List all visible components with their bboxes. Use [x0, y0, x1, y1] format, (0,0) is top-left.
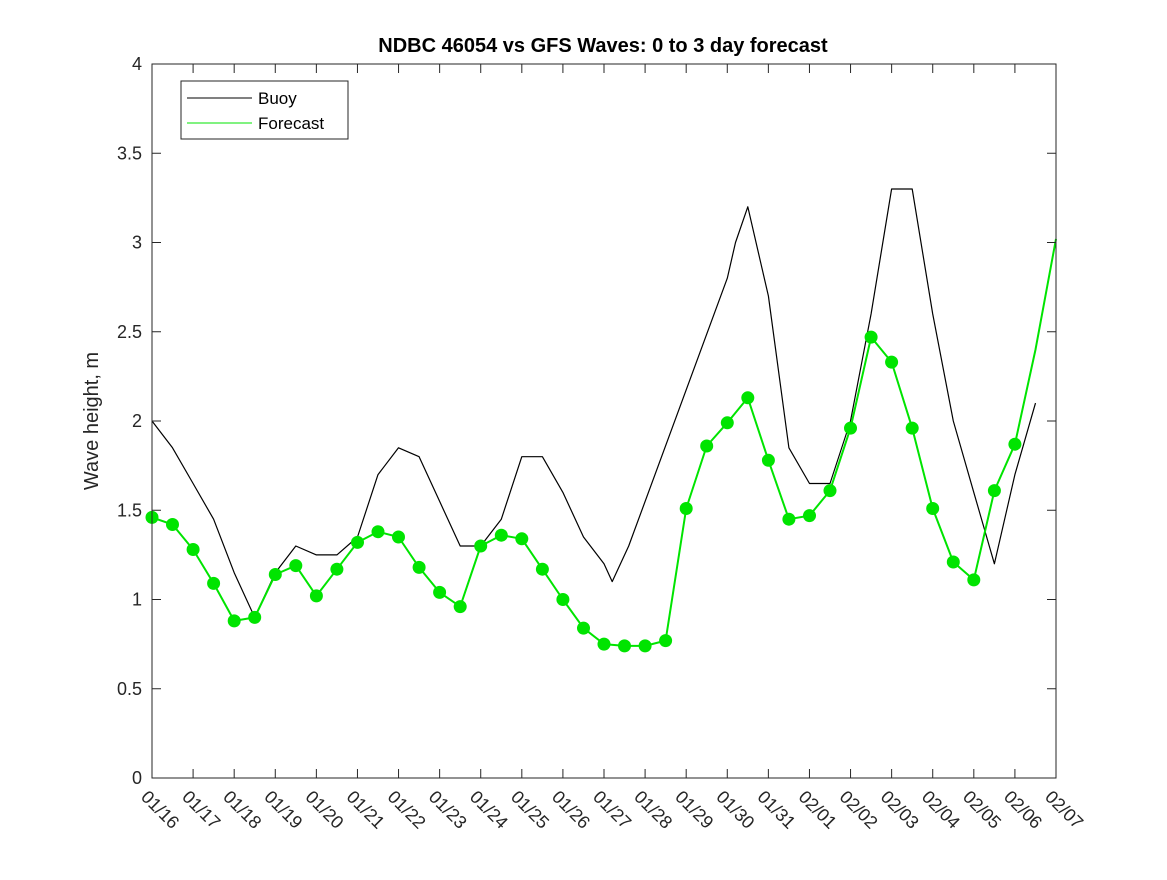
forecast-point	[864, 330, 878, 344]
forecast-point	[556, 593, 570, 606]
series-line-buoy	[151, 188, 1037, 619]
forecast-point	[946, 555, 960, 569]
forecast-point	[720, 416, 734, 430]
forecast-point	[618, 639, 631, 653]
forecast-point	[474, 539, 488, 553]
forecast-point	[227, 614, 241, 628]
forecast-point	[1008, 437, 1022, 451]
forecast-point	[433, 585, 447, 599]
y-tick-label: 0	[132, 768, 142, 788]
y-axis-label: Wave height, m	[81, 352, 103, 490]
forecast-point	[371, 525, 385, 539]
y-tick-label: 0.5	[117, 679, 142, 699]
legend-box	[180, 80, 349, 140]
forecast-point	[330, 562, 344, 576]
forecast-point	[289, 559, 303, 573]
forecast-point	[967, 573, 981, 587]
forecast-point	[782, 512, 796, 526]
forecast-point	[392, 530, 405, 544]
y-tick-label: 2.5	[117, 322, 142, 342]
forecast-point	[268, 568, 282, 581]
forecast-point	[597, 637, 611, 651]
y-tick-label: 1.5	[117, 500, 142, 520]
plot-area	[152, 64, 1056, 778]
forecast-point	[700, 439, 714, 453]
forecast-point	[679, 502, 693, 515]
legend-label-buoy: Buoy	[258, 89, 297, 108]
y-tick-label: 4	[132, 54, 142, 74]
y-tick-label: 3	[132, 233, 142, 253]
y-tick-label: 1	[132, 590, 142, 610]
forecast-point	[494, 528, 508, 542]
forecast-point	[453, 600, 467, 614]
forecast-point	[515, 532, 529, 546]
forecast-point	[905, 421, 919, 435]
forecast-point	[412, 560, 426, 574]
forecast-point	[741, 391, 755, 405]
legend-label-forecast: Forecast	[258, 114, 324, 133]
forecast-point	[803, 509, 816, 523]
y-tick-label: 3.5	[117, 143, 142, 163]
forecast-point	[844, 421, 857, 435]
y-tick-label: 2	[132, 411, 142, 431]
y-axis: 0 0.5 1 1.5 2 2.5 3 3.5 4	[117, 54, 1056, 788]
forecast-point	[761, 453, 775, 467]
forecast-point	[885, 355, 899, 369]
forecast-point	[638, 639, 652, 653]
forecast-point	[577, 621, 590, 635]
chart-title: NDBC 46054 vs GFS Waves: 0 to 3 day fore…	[378, 35, 828, 57]
forecast-point	[351, 535, 364, 549]
forecast-point	[186, 543, 200, 556]
forecast-point	[659, 634, 673, 648]
forecast-point	[166, 518, 179, 531]
forecast-point	[987, 484, 1001, 498]
forecast-point	[535, 562, 549, 576]
legend: Buoy Forecast	[180, 80, 349, 140]
forecast-point	[207, 576, 221, 590]
forecast-point	[823, 484, 837, 498]
forecast-point	[248, 610, 262, 624]
forecast-point	[309, 589, 323, 603]
forecast-point	[926, 502, 940, 515]
